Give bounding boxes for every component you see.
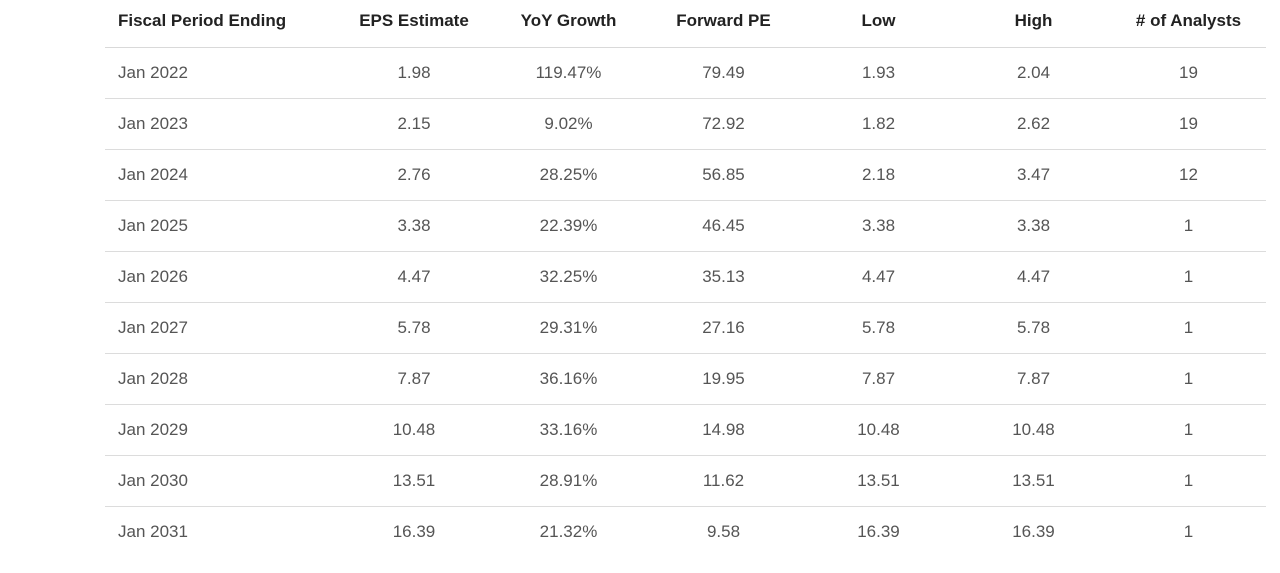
cell-fiscal-period: Jan 2028 xyxy=(118,368,188,388)
table-row: Jan 2022 1.98 119.47% 79.49 1.93 2.04 19 xyxy=(105,47,1266,98)
cell-yoy-growth: 21.32% xyxy=(539,521,598,541)
header-yoy-growth: YoY Growth xyxy=(491,0,646,48)
cell-num-analysts: 1 xyxy=(1183,368,1194,388)
header-eps-estimate: EPS Estimate xyxy=(337,0,491,48)
cell-yoy-growth: 28.25% xyxy=(539,164,598,184)
cell-fiscal-period: Jan 2030 xyxy=(118,470,188,490)
cell-high: 2.62 xyxy=(1016,113,1051,133)
cell-low: 5.78 xyxy=(861,317,896,337)
cell-high: 7.87 xyxy=(1016,368,1051,388)
table-row: Jan 2026 4.47 32.25% 35.13 4.47 4.47 1 xyxy=(105,251,1266,302)
cell-fiscal-period: Jan 2022 xyxy=(118,62,188,82)
cell-num-analysts: 19 xyxy=(1179,113,1198,133)
table-row: Jan 2031 16.39 21.32% 9.58 16.39 16.39 1 xyxy=(105,506,1266,557)
eps-estimates-table-container: Fiscal Period Ending EPS Estimate YoY Gr… xyxy=(105,0,1266,557)
cell-low: 1.82 xyxy=(861,113,896,133)
cell-forward-pe: 72.92 xyxy=(702,113,745,133)
cell-forward-pe: 9.58 xyxy=(706,521,741,541)
table-row: Jan 2028 7.87 36.16% 19.95 7.87 7.87 1 xyxy=(105,353,1266,404)
cell-eps-estimate: 2.76 xyxy=(397,164,431,184)
cell-fiscal-period: Jan 2027 xyxy=(118,317,188,337)
cell-yoy-growth: 9.02% xyxy=(544,113,593,133)
cell-forward-pe: 14.98 xyxy=(702,419,745,439)
cell-fiscal-period: Jan 2024 xyxy=(118,164,188,184)
cell-eps-estimate: 5.78 xyxy=(397,317,431,337)
cell-eps-estimate: 13.51 xyxy=(392,470,436,490)
cell-low: 13.51 xyxy=(857,470,900,490)
cell-high: 13.51 xyxy=(1012,470,1055,490)
cell-low: 7.87 xyxy=(861,368,896,388)
cell-yoy-growth: 33.16% xyxy=(539,419,598,439)
cell-low: 2.18 xyxy=(861,164,896,184)
cell-eps-estimate: 4.47 xyxy=(397,266,431,286)
cell-high: 10.48 xyxy=(1012,419,1055,439)
cell-fiscal-period: Jan 2023 xyxy=(118,113,188,133)
cell-yoy-growth: 36.16% xyxy=(539,368,598,388)
cell-fiscal-period: Jan 2026 xyxy=(118,266,188,286)
header-row: Fiscal Period Ending EPS Estimate YoY Gr… xyxy=(105,0,1266,48)
cell-low: 16.39 xyxy=(857,521,900,541)
cell-yoy-growth: 28.91% xyxy=(539,470,598,490)
table-header: Fiscal Period Ending EPS Estimate YoY Gr… xyxy=(105,0,1266,48)
cell-forward-pe: 27.16 xyxy=(702,317,745,337)
cell-forward-pe: 56.85 xyxy=(702,164,745,184)
header-num-analysts: # of Analysts xyxy=(1111,0,1266,48)
table-row: Jan 2029 10.48 33.16% 14.98 10.48 10.48 1 xyxy=(105,404,1266,455)
cell-fiscal-period: Jan 2029 xyxy=(118,419,188,439)
cell-num-analysts: 1 xyxy=(1183,419,1194,439)
table-row: Jan 2030 13.51 28.91% 11.62 13.51 13.51 1 xyxy=(105,455,1266,506)
header-high: High xyxy=(956,0,1111,48)
table-row: Jan 2024 2.76 28.25% 56.85 2.18 3.47 12 xyxy=(105,149,1266,200)
cell-high: 5.78 xyxy=(1016,317,1051,337)
cell-yoy-growth: 32.25% xyxy=(539,266,598,286)
cell-fiscal-period: Jan 2025 xyxy=(118,215,188,235)
cell-high: 3.38 xyxy=(1016,215,1051,235)
cell-num-analysts: 1 xyxy=(1183,266,1194,286)
cell-high: 4.47 xyxy=(1016,266,1051,286)
cell-num-analysts: 1 xyxy=(1183,521,1194,541)
cell-forward-pe: 35.13 xyxy=(702,266,745,286)
cell-low: 3.38 xyxy=(861,215,896,235)
cell-num-analysts: 1 xyxy=(1183,470,1194,490)
header-forward-pe: Forward PE xyxy=(646,0,801,48)
cell-high: 2.04 xyxy=(1016,62,1051,82)
cell-num-analysts: 19 xyxy=(1179,62,1198,82)
table-row: Jan 2023 2.15 9.02% 72.92 1.82 2.62 19 xyxy=(105,98,1266,149)
cell-eps-estimate: 1.98 xyxy=(397,62,431,82)
cell-forward-pe: 19.95 xyxy=(702,368,745,388)
header-fiscal-period-ending: Fiscal Period Ending xyxy=(105,0,337,48)
cell-high: 3.47 xyxy=(1016,164,1051,184)
cell-eps-estimate: 3.38 xyxy=(397,215,431,235)
cell-num-analysts: 1 xyxy=(1183,317,1194,337)
cell-low: 4.47 xyxy=(861,266,896,286)
table-body: Jan 2022 1.98 119.47% 79.49 1.93 2.04 19 Jan 20… xyxy=(105,47,1266,557)
cell-fiscal-period: Jan 2031 xyxy=(118,521,188,541)
cell-eps-estimate: 7.87 xyxy=(397,368,431,388)
cell-forward-pe: 79.49 xyxy=(702,62,745,82)
header-low: Low xyxy=(801,0,956,48)
cell-forward-pe: 11.62 xyxy=(702,470,745,490)
cell-high: 16.39 xyxy=(1012,521,1055,541)
cell-yoy-growth: 29.31% xyxy=(539,317,598,337)
cell-low: 10.48 xyxy=(857,419,900,439)
cell-eps-estimate: 16.39 xyxy=(392,521,436,541)
cell-eps-estimate: 2.15 xyxy=(397,113,431,133)
eps-estimates-table: Fiscal Period Ending EPS Estimate YoY Gr… xyxy=(105,0,1266,557)
cell-num-analysts: 12 xyxy=(1179,164,1198,184)
cell-forward-pe: 46.45 xyxy=(702,215,745,235)
cell-yoy-growth: 22.39% xyxy=(539,215,598,235)
cell-eps-estimate: 10.48 xyxy=(392,419,436,439)
cell-yoy-growth: 119.47% xyxy=(535,62,602,82)
table-row: Jan 2027 5.78 29.31% 27.16 5.78 5.78 1 xyxy=(105,302,1266,353)
cell-low: 1.93 xyxy=(861,62,896,82)
cell-num-analysts: 1 xyxy=(1183,215,1194,235)
table-row: Jan 2025 3.38 22.39% 46.45 3.38 3.38 1 xyxy=(105,200,1266,251)
